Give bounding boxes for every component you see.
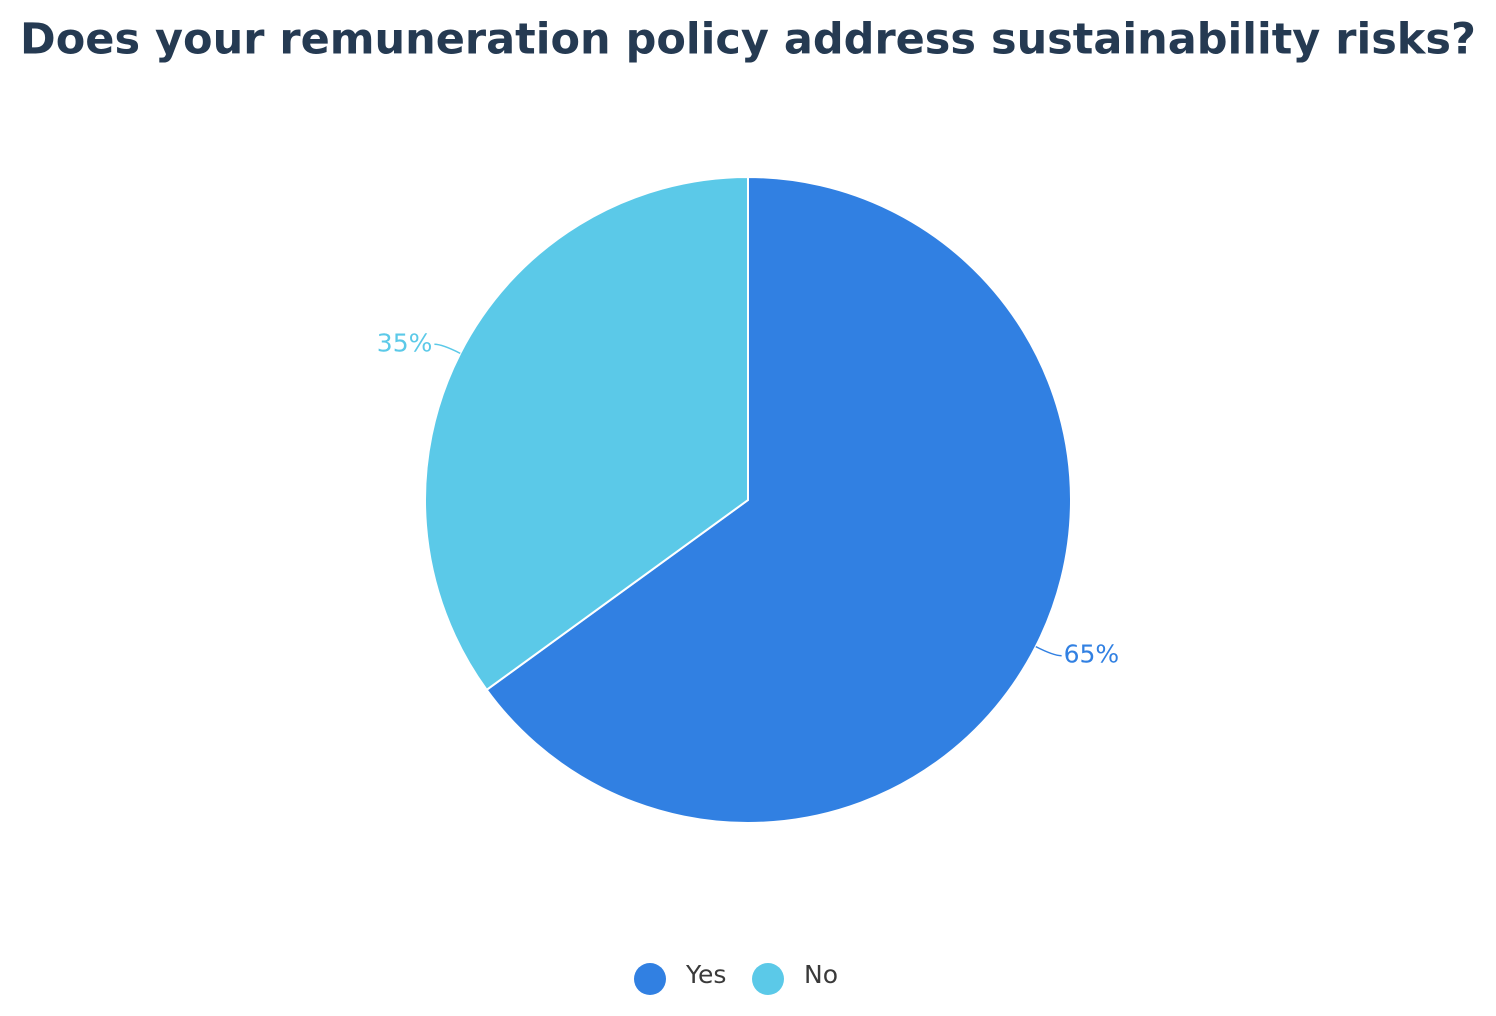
chart-title: Does your remuneration policy address su… bbox=[20, 15, 1476, 65]
value-label: 35% bbox=[377, 328, 433, 357]
pie-slice bbox=[485, 175, 1072, 824]
legend-text[interactable]: No bbox=[804, 960, 838, 989]
legend-text[interactable]: Yes bbox=[685, 960, 726, 989]
leader-line bbox=[434, 343, 461, 355]
value-label: 65% bbox=[1064, 640, 1120, 669]
legend-marker[interactable] bbox=[634, 963, 666, 995]
pie-slice bbox=[424, 175, 749, 692]
legend-marker[interactable] bbox=[752, 963, 784, 995]
leader-line bbox=[1035, 645, 1062, 657]
